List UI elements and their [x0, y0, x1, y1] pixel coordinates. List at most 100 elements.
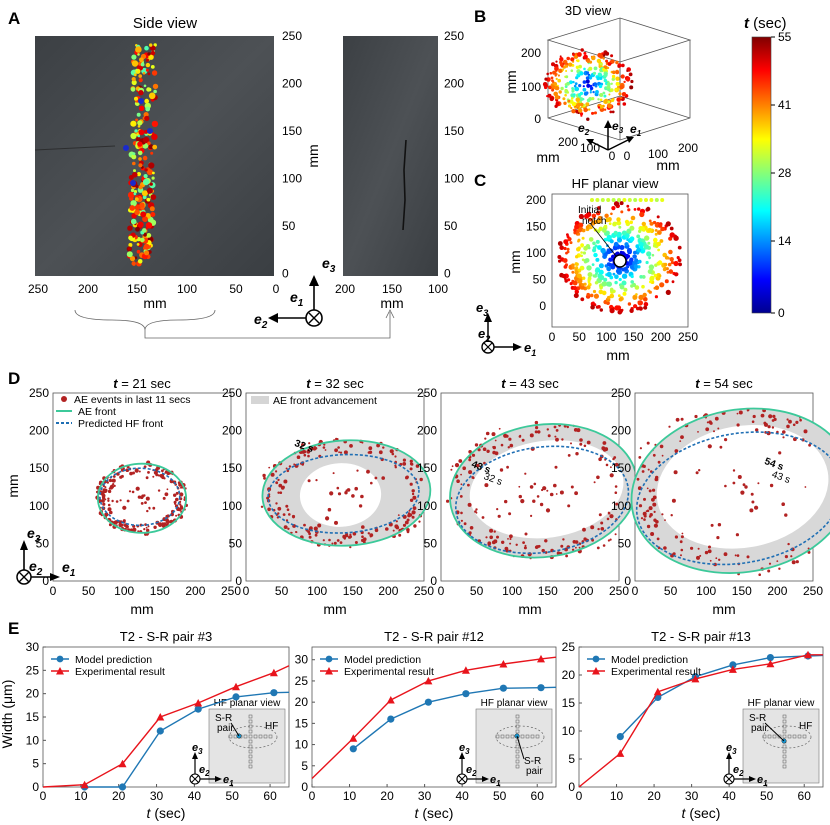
ae-event-dot: [673, 470, 678, 475]
ae-event-dot: [267, 507, 271, 512]
inset-sensor: [515, 754, 520, 759]
ae-event-dot: [734, 554, 737, 557]
ae-event-dot: [604, 213, 609, 218]
ae-event-dot: [613, 456, 617, 459]
ae-event-dot: [657, 248, 660, 252]
d-ytick-label: 0: [235, 574, 242, 588]
ae-event-dot: [376, 443, 380, 448]
ae-event-dot: [672, 552, 676, 556]
ae-event-dot: [558, 68, 563, 74]
ae-event-dot: [118, 521, 122, 525]
ae-event-dot: [598, 270, 603, 275]
ae-event-dot: [600, 198, 605, 202]
inset-e2-label: e2: [199, 764, 210, 778]
inset-sensor: [248, 729, 253, 734]
ae-event-dot: [475, 508, 478, 511]
e-experimental-point: [80, 780, 89, 789]
ae-event-dot: [143, 232, 147, 237]
ae-event-dot: [654, 477, 659, 482]
ae-event-dot: [799, 418, 802, 422]
ae-event-dot: [103, 496, 106, 499]
ae-event-dot: [137, 120, 143, 126]
ae-event-dot: [343, 450, 348, 455]
ae-event-dot: [391, 452, 395, 456]
ae-event-dot: [322, 446, 326, 449]
ae-event-dot: [128, 490, 132, 493]
ae-event-dot: [737, 475, 742, 479]
inset-e1-label: e1: [223, 774, 234, 788]
ae-event-dot: [578, 64, 582, 69]
ae-event-dot: [130, 180, 136, 186]
ae-event-dot: [128, 235, 133, 241]
inset-sensor: [248, 749, 253, 754]
ae-event-dot: [603, 94, 607, 98]
colorbar-tick-label: 0: [778, 306, 785, 320]
ae-event-dot: [147, 128, 153, 134]
ae-event-dot: [619, 85, 624, 90]
a-ytick2-label: 250: [444, 29, 464, 43]
ae-event-dot: [613, 241, 619, 247]
ae-event-dot: [346, 488, 351, 492]
panel-e-charts: T2 - S-R pair #30 10 20 30 40 50 6005101520253…: [26, 629, 824, 821]
ae-event-dot: [458, 459, 463, 463]
panel-a-yticks2: 250 200 150 100 50 0: [444, 29, 464, 281]
ae-event-dot: [286, 508, 290, 512]
ae-event-dot: [713, 430, 715, 433]
ae-event-dot: [633, 264, 639, 269]
ae-event-dot: [626, 204, 630, 208]
ae-event-dot: [603, 237, 608, 242]
ae-event-dot: [807, 547, 810, 550]
e-experimental-point: [766, 659, 775, 668]
ae-event-dot: [633, 250, 637, 255]
ae-event-dot: [552, 70, 557, 75]
ae-event-dot: [332, 472, 335, 475]
ae-event-dot: [559, 57, 564, 62]
ae-event-dot: [646, 206, 651, 212]
ae-event-dot: [138, 129, 145, 136]
d-ytick-label: 100: [417, 499, 437, 513]
ae-event-dot: [460, 483, 463, 486]
ae-event-dot: [125, 524, 129, 529]
ae-event-dot: [592, 71, 597, 75]
a-xtick-label: 150: [127, 282, 147, 296]
ae-event-dot: [639, 211, 645, 218]
ae-event-dot: [571, 87, 574, 90]
e-ytick-label: 30: [26, 640, 40, 654]
ae-event-dot: [602, 228, 607, 233]
colorbar-label: t (sec): [744, 15, 787, 32]
ae-event-dot: [650, 532, 655, 536]
ae-event-dot: [145, 62, 151, 68]
ae-event-dot: [130, 218, 137, 225]
ae-event-dot: [518, 485, 521, 488]
ae-event-dot: [641, 221, 646, 227]
ae-event-dot: [603, 277, 608, 282]
ae-event-dot: [138, 74, 142, 78]
ae-event-dot: [615, 60, 619, 65]
ae-event-dot: [507, 446, 510, 449]
ae-event-dot: [646, 524, 651, 529]
ae-event-dot: [143, 174, 148, 179]
ae-event-dot: [670, 514, 673, 517]
ae-event-dot: [617, 102, 621, 106]
ae-event-dot: [554, 66, 559, 71]
ae-event-dot: [554, 104, 558, 109]
ae-event-dot: [499, 468, 504, 472]
ae-event-dot: [120, 468, 124, 472]
ae-event-dot: [137, 141, 143, 147]
ae-event-dot: [148, 92, 156, 100]
ae-event-dot: [104, 512, 109, 517]
ae-event-dot: [620, 96, 623, 100]
d-xtick-label: 150: [150, 584, 170, 598]
e-experimental-point: [424, 676, 433, 685]
ae-event-dot: [607, 539, 611, 542]
ae-event-dot: [609, 538, 612, 541]
ae-event-dot: [597, 106, 601, 109]
ae-event-dot: [469, 526, 474, 530]
e-experimental-point: [349, 734, 358, 742]
ae-event-dot: [595, 239, 600, 244]
ae-event-dot: [136, 237, 141, 242]
ae-event-dot: [771, 426, 775, 429]
ae-event-dot: [746, 555, 750, 559]
ae-event-dot: [565, 70, 568, 72]
